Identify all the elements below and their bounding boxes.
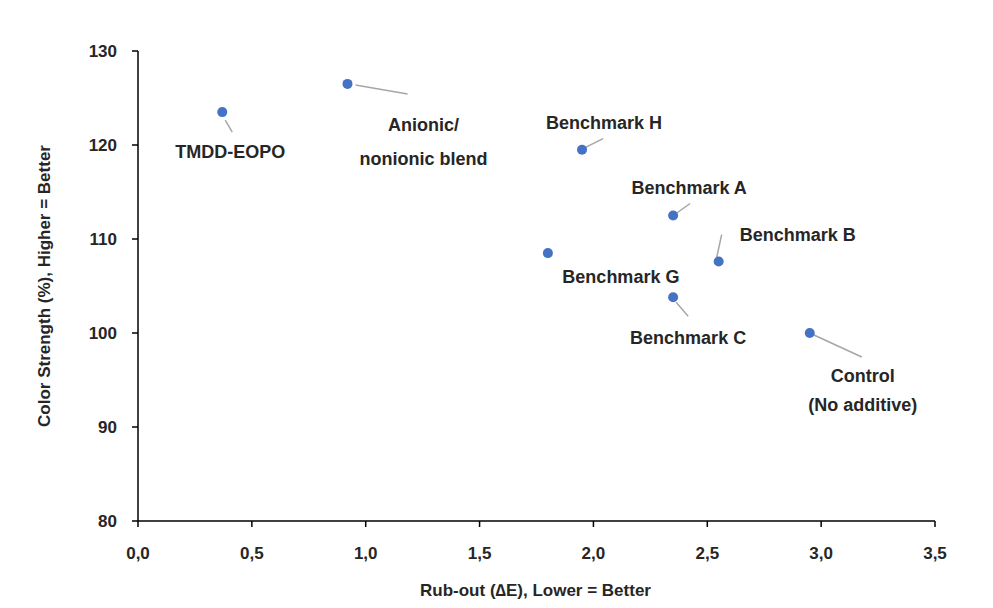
point-label: Benchmark B <box>740 225 856 245</box>
x-tick <box>593 521 595 527</box>
x-tick-label: 3,5 <box>923 544 947 563</box>
point-label: nonionic blend <box>359 149 487 169</box>
point <box>577 145 587 155</box>
x-tick-label: 1,5 <box>468 544 492 563</box>
x-axis-title: Rub-out (∆E), Lower = Better <box>420 581 651 600</box>
x-tick-label: 2,5 <box>695 544 719 563</box>
y-axis-title: Color Strength (%), Higher = Better <box>35 145 54 427</box>
y-tick <box>132 426 138 428</box>
x-tick <box>365 521 367 527</box>
y-axis-line <box>137 51 139 521</box>
points <box>217 79 815 338</box>
y-tick-label: 100 <box>89 324 117 343</box>
leader-line <box>225 120 232 132</box>
point <box>668 211 678 221</box>
point-label: Anionic/ <box>388 115 459 135</box>
y-tick <box>132 520 138 522</box>
point-label: Benchmark H <box>546 113 662 133</box>
x-tick-label: 0,5 <box>240 544 264 563</box>
x-tick <box>934 521 936 527</box>
y-tick-label: 110 <box>90 230 117 249</box>
point-label: TMDD-EOPO <box>175 142 285 162</box>
x-tick-label: 1,0 <box>354 544 378 563</box>
point <box>714 257 724 267</box>
point <box>217 107 227 117</box>
y-tick <box>132 144 138 146</box>
leader-line <box>717 235 722 258</box>
y-tick-label: 90 <box>98 418 117 437</box>
x-tick-label: 0,0 <box>126 544 150 563</box>
point <box>668 292 678 302</box>
chart: 80 90 100 110 120 130 0,0 0,5 1,0 1,5 2,0 2,5 3,0 3,5… <box>0 0 993 608</box>
x-tick-label: 2,0 <box>582 544 606 563</box>
leader-line <box>676 302 688 316</box>
leader-line <box>355 85 407 94</box>
point-label: Benchmark A <box>631 178 746 198</box>
y-tick-label: 120 <box>89 136 117 155</box>
y-tick <box>132 50 138 52</box>
point <box>543 248 553 258</box>
x-axis-line <box>138 520 935 522</box>
point-labels: TMDD-EOPO Anionic/nonionic blend Benchmark… <box>175 113 917 415</box>
x-tick <box>479 521 481 527</box>
y-tick-label: 130 <box>89 42 117 61</box>
point-label: Control <box>831 366 895 386</box>
point-label: Benchmark G <box>562 267 679 287</box>
leader-lines <box>225 85 862 357</box>
leader-line <box>812 334 862 357</box>
x-tick-label: 3,0 <box>809 544 833 563</box>
x-tick <box>251 521 253 527</box>
point <box>342 79 352 89</box>
x-tick <box>820 521 822 527</box>
x-tick <box>707 521 709 527</box>
point-label: Benchmark C <box>630 328 746 348</box>
y-tick-label: 80 <box>98 512 117 531</box>
point <box>805 328 815 338</box>
y-tick <box>132 332 138 334</box>
x-tick <box>137 521 139 527</box>
leader-line <box>585 139 603 148</box>
y-tick <box>132 238 138 240</box>
leader-line <box>676 204 690 214</box>
point-label: (No additive) <box>808 395 917 415</box>
